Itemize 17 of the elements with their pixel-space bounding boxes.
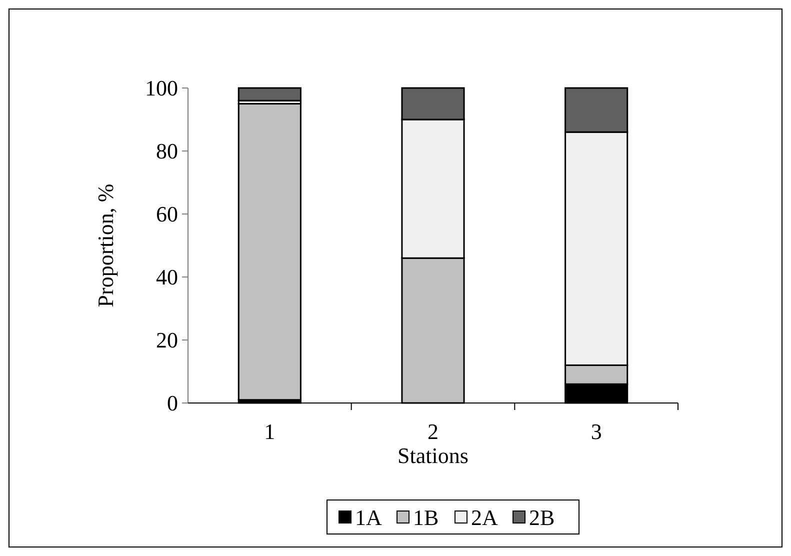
x-axis-title: Stations bbox=[398, 443, 468, 468]
y-tick-label: 40 bbox=[156, 264, 178, 290]
legend-label: 1B bbox=[413, 505, 439, 530]
y-tick-label: 20 bbox=[156, 328, 178, 353]
y-tick-label: 0 bbox=[167, 390, 178, 416]
bar bbox=[238, 103, 302, 401]
x-tick-label: 3 bbox=[590, 419, 602, 444]
legend-label: 2B bbox=[529, 505, 555, 530]
legend-label: 2A bbox=[471, 505, 498, 530]
x-tick-label: 1 bbox=[264, 419, 276, 444]
y-axis-title: Proportion, % bbox=[93, 184, 118, 308]
bar bbox=[238, 87, 302, 102]
x-tick-label: 2 bbox=[428, 419, 438, 444]
y-tick-label: 100 bbox=[145, 76, 178, 101]
legend-label: 1A bbox=[355, 505, 382, 530]
y-tick-label: 60 bbox=[156, 202, 178, 227]
y-tick-label: 80 bbox=[156, 138, 178, 164]
